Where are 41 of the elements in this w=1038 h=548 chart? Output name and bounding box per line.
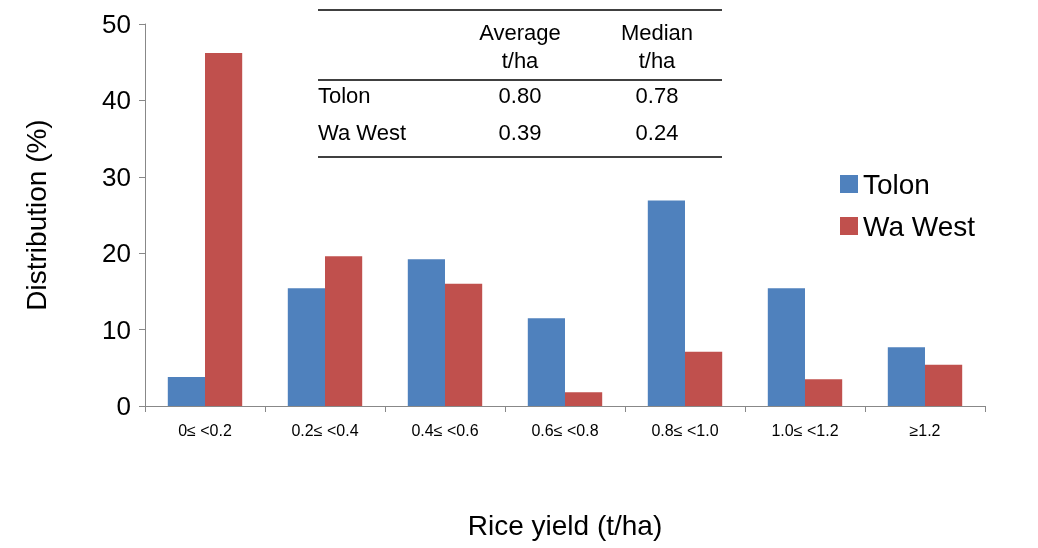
y-tick-label: 30 <box>102 161 131 192</box>
annotation: t/ha <box>501 47 540 73</box>
bar <box>287 288 325 406</box>
annotation: t/ha <box>638 47 677 73</box>
y-tick-label: 50 <box>102 9 131 39</box>
x-tick-label: 0≤ <0.2 <box>178 421 232 439</box>
x-axis-title: Rice yield (t/ha) <box>467 509 663 541</box>
annotation: Tolon <box>318 82 371 108</box>
legend-label: Wa West <box>862 210 976 242</box>
annotation: 0.24 <box>635 119 679 145</box>
y-tick-label: 20 <box>102 238 131 269</box>
bar <box>805 379 843 406</box>
bar <box>527 318 565 406</box>
bar <box>445 283 483 406</box>
x-tick-label: ≥1.2 <box>909 421 941 439</box>
bar <box>887 347 925 406</box>
bar <box>565 392 603 406</box>
bar <box>647 200 685 406</box>
annotation: 0.39 <box>498 119 542 145</box>
y-axis-title: Distribution (%) <box>20 119 52 311</box>
annotation: Wa West <box>318 119 407 145</box>
x-tick-label: 0.6≤ <0.8 <box>531 421 599 439</box>
bar <box>167 376 205 406</box>
x-tick-label: 0.8≤ <1.0 <box>651 421 719 439</box>
legend-label: Tolon <box>862 168 930 200</box>
y-tick-label: 0 <box>116 391 131 421</box>
y-tick-label: 40 <box>102 85 131 116</box>
x-tick-label: 0.4≤ <0.6 <box>411 421 479 439</box>
bar <box>925 364 963 406</box>
bar <box>325 256 363 406</box>
bar <box>767 288 805 406</box>
x-tick-label: 1.0≤ <1.2 <box>771 421 839 439</box>
annotation: 0.78 <box>635 82 679 108</box>
bar <box>205 53 243 406</box>
bar <box>407 259 445 406</box>
bar <box>685 351 723 406</box>
x-tick-label: 0.2≤ <0.4 <box>291 421 359 439</box>
annotation: Average <box>479 19 561 45</box>
y-tick-label: 10 <box>102 314 131 345</box>
annotation: Median <box>620 19 694 45</box>
annotation: 0.80 <box>498 82 542 108</box>
